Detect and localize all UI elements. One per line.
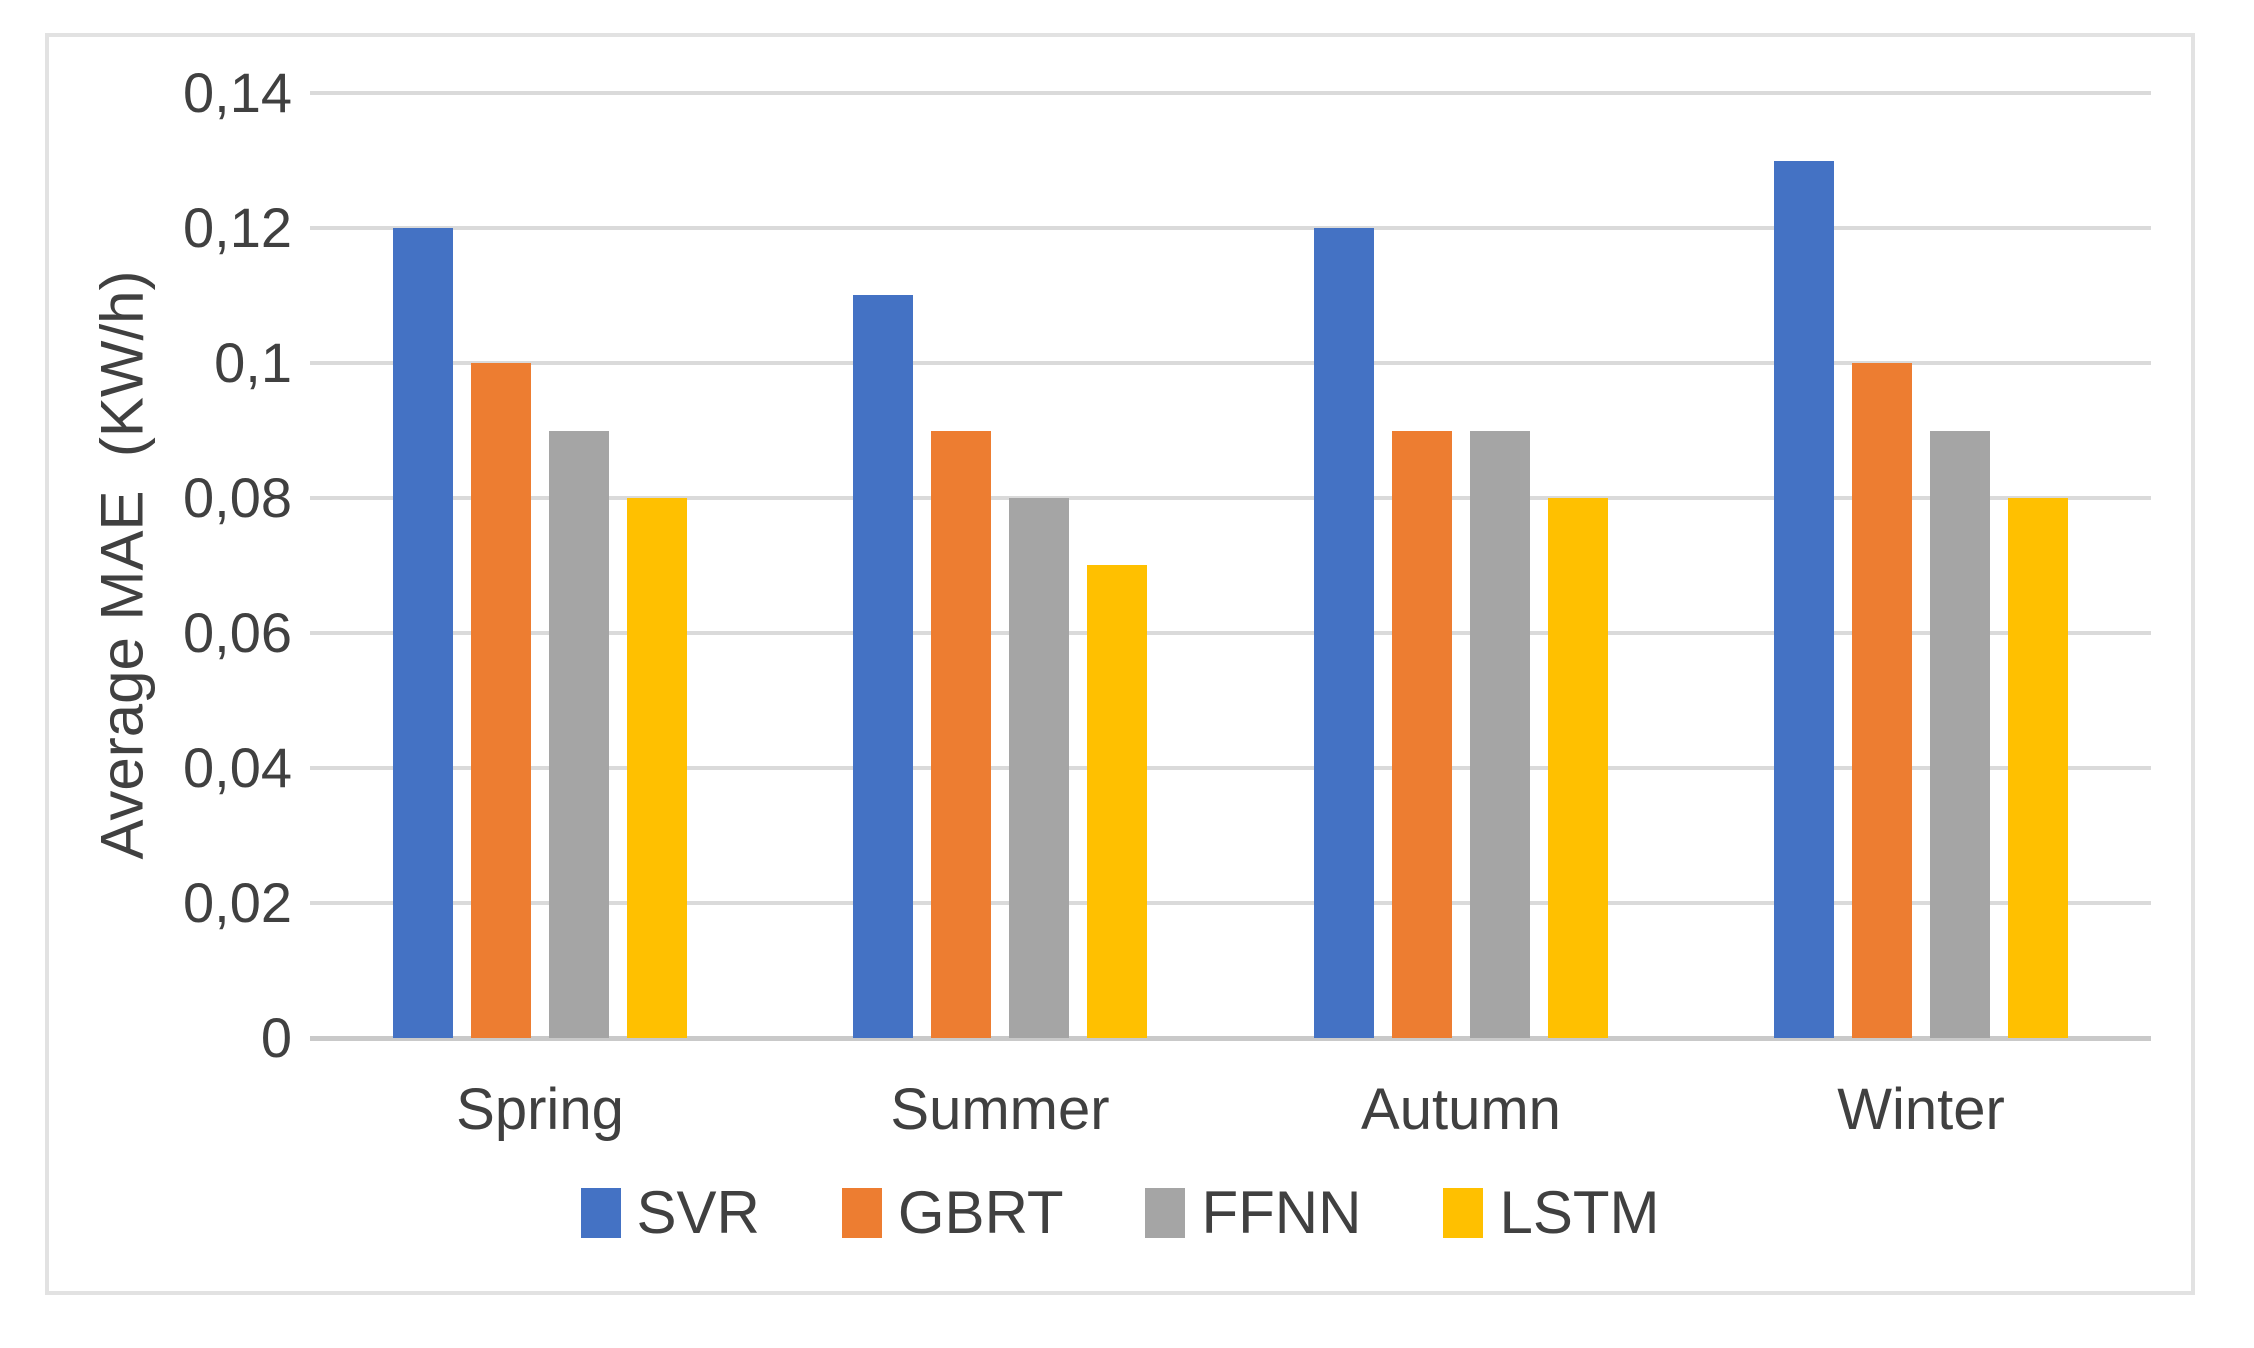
legend-label-gbrt: GBRT [897,1179,1064,1246]
x-label-autumn: Autumn [1361,1077,1561,1142]
gridline [310,901,2151,905]
gridline [310,361,2151,365]
legend-label-lstm: LSTM [1499,1179,1660,1246]
bar-ffnn-winter [1930,431,1990,1038]
legend-swatch-svr-icon [580,1187,621,1238]
bar-lstm-summer [1087,565,1147,1038]
legend-swatch-gbrt-icon [841,1187,882,1238]
bar-svr-autumn [1314,228,1374,1038]
legend-label-svr: SVR [636,1179,760,1246]
legend: SVR GBRT FFNN LSTM [49,1178,2191,1247]
bar-svr-summer [853,295,913,1038]
y-tick-label: 0,04 [183,736,292,799]
bar-group-winter [1691,93,2151,1038]
bar-svr-winter [1774,161,1834,1038]
legend-item-ffnn: FFNN [1145,1178,1361,1247]
legend-swatch-ffnn-icon [1145,1187,1186,1238]
plot-area [310,91,2151,1041]
x-label-summer: Summer [890,1077,1110,1142]
gridline [310,226,2151,230]
bar-ffnn-spring [549,431,609,1038]
y-tick-label: 0,02 [183,871,292,934]
y-tick-label: 0,06 [183,601,292,664]
y-axis-ticks: 0,14 0,12 0,1 0,08 0,06 0,04 0,02 0 [0,63,292,1068]
legend-swatch-lstm-icon [1443,1187,1484,1238]
gridline [310,631,2151,635]
bar-ffnn-summer [1009,498,1069,1038]
y-tick-label: 0,14 [183,61,292,124]
bar-lstm-spring [627,498,687,1038]
bar-group-spring [310,93,770,1038]
legend-item-lstm: LSTM [1443,1178,1659,1247]
bar-group-autumn [1231,93,1691,1038]
bar-gbrt-autumn [1392,431,1452,1038]
gridline [310,496,2151,500]
bar-group-summer [770,93,1230,1038]
bar-gbrt-winter [1852,363,1912,1038]
bar-svr-spring [393,228,453,1038]
bar-lstm-autumn [1548,498,1608,1038]
y-tick-label: 0,08 [183,466,292,529]
legend-label-ffnn: FFNN [1201,1179,1362,1246]
bar-lstm-winter [2008,498,2068,1038]
bar-ffnn-autumn [1470,431,1530,1038]
x-axis-line [310,1036,2151,1041]
bar-gbrt-spring [471,363,531,1038]
x-axis-labels: Spring Summer Autumn Winter [310,1072,2151,1152]
y-tick-label: 0,12 [183,196,292,259]
y-tick-label: 0,1 [214,331,292,394]
legend-item-gbrt: GBRT [841,1178,1064,1247]
gridline [310,766,2151,770]
bar-gbrt-summer [931,431,991,1038]
gridline [310,91,2151,95]
y-tick-label: 0 [260,1006,292,1069]
x-label-winter: Winter [1837,1077,2005,1142]
x-label-spring: Spring [456,1077,624,1142]
legend-item-svr: SVR [580,1178,760,1247]
